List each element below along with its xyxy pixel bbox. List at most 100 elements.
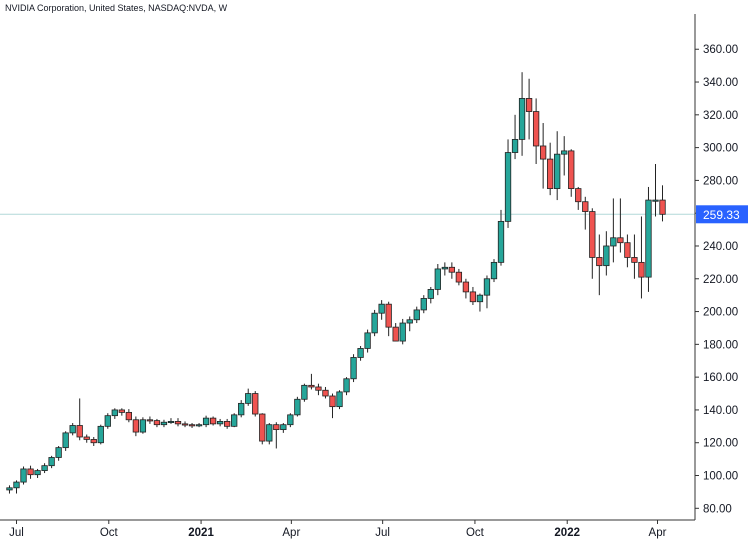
candle[interactable] bbox=[238, 400, 245, 418]
candle[interactable] bbox=[631, 234, 638, 279]
candle[interactable] bbox=[132, 416, 140, 437]
candle[interactable] bbox=[252, 391, 259, 417]
candle[interactable] bbox=[343, 377, 350, 396]
candle[interactable] bbox=[532, 98, 540, 165]
candle[interactable] bbox=[181, 421, 189, 428]
candle[interactable] bbox=[568, 149, 575, 197]
candle[interactable] bbox=[518, 72, 526, 156]
candle[interactable] bbox=[153, 418, 161, 428]
candle[interactable] bbox=[294, 396, 301, 417]
candle[interactable] bbox=[554, 131, 561, 201]
candle[interactable] bbox=[104, 413, 111, 429]
candle[interactable] bbox=[245, 388, 252, 406]
candle[interactable] bbox=[308, 373, 315, 390]
candle[interactable] bbox=[48, 455, 55, 469]
candle[interactable] bbox=[350, 354, 357, 383]
candle[interactable] bbox=[97, 424, 104, 445]
candle[interactable] bbox=[231, 413, 238, 428]
candle[interactable] bbox=[146, 416, 154, 424]
candle[interactable] bbox=[90, 436, 97, 446]
candle[interactable] bbox=[139, 417, 147, 434]
candle[interactable] bbox=[420, 295, 427, 314]
candle[interactable] bbox=[610, 198, 617, 263]
candle[interactable] bbox=[364, 329, 371, 353]
candle[interactable] bbox=[34, 468, 41, 478]
candle[interactable] bbox=[55, 445, 62, 461]
candle[interactable] bbox=[582, 196, 589, 230]
candle[interactable] bbox=[118, 408, 125, 416]
candle[interactable] bbox=[273, 422, 280, 449]
candle[interactable] bbox=[357, 345, 364, 361]
candle[interactable] bbox=[469, 286, 477, 306]
candle[interactable] bbox=[448, 262, 456, 279]
candle-body bbox=[448, 266, 456, 273]
candle[interactable] bbox=[301, 383, 308, 402]
candle[interactable] bbox=[188, 423, 196, 428]
candle[interactable] bbox=[525, 78, 533, 140]
candle[interactable] bbox=[224, 418, 231, 429]
candle[interactable] bbox=[483, 275, 491, 309]
candle[interactable] bbox=[462, 278, 470, 299]
candle[interactable] bbox=[497, 209, 505, 266]
y-tick-label: 240.00 bbox=[703, 241, 738, 253]
candle[interactable] bbox=[406, 316, 413, 332]
candle[interactable] bbox=[125, 409, 133, 423]
y-tick-label: 140.00 bbox=[703, 405, 738, 417]
y-tick-label: 340.00 bbox=[703, 77, 738, 89]
candle[interactable] bbox=[490, 259, 498, 283]
candle[interactable] bbox=[322, 386, 329, 399]
candle[interactable] bbox=[336, 390, 343, 410]
candle[interactable] bbox=[596, 234, 603, 296]
candle[interactable] bbox=[511, 114, 519, 160]
candle[interactable] bbox=[266, 423, 273, 445]
candle[interactable] bbox=[216, 418, 224, 427]
candle[interactable] bbox=[659, 185, 666, 222]
candle[interactable] bbox=[547, 142, 554, 196]
candle[interactable] bbox=[455, 268, 463, 286]
candle[interactable] bbox=[329, 393, 336, 419]
candle[interactable] bbox=[41, 463, 48, 474]
candle[interactable] bbox=[315, 383, 322, 396]
candle[interactable] bbox=[589, 208, 596, 279]
candle[interactable] bbox=[195, 423, 203, 428]
candle[interactable] bbox=[603, 231, 610, 276]
candle[interactable] bbox=[378, 300, 385, 320]
candle[interactable] bbox=[385, 301, 392, 337]
candle[interactable] bbox=[280, 423, 287, 433]
candle[interactable] bbox=[617, 198, 624, 253]
candle[interactable] bbox=[111, 408, 118, 419]
candle[interactable] bbox=[399, 318, 406, 345]
candle[interactable] bbox=[13, 480, 20, 494]
candle[interactable] bbox=[392, 323, 399, 342]
candle[interactable] bbox=[174, 418, 182, 427]
candle[interactable] bbox=[62, 431, 69, 451]
candle[interactable] bbox=[434, 264, 441, 296]
candle[interactable] bbox=[504, 139, 512, 228]
candle[interactable] bbox=[575, 186, 582, 210]
candle[interactable] bbox=[167, 418, 175, 424]
candle[interactable] bbox=[209, 416, 217, 426]
candle[interactable] bbox=[652, 164, 659, 217]
candle[interactable] bbox=[441, 262, 448, 276]
candle[interactable] bbox=[539, 123, 547, 189]
candle[interactable] bbox=[160, 419, 168, 428]
candle[interactable] bbox=[561, 136, 568, 176]
candle[interactable] bbox=[476, 293, 484, 312]
candle[interactable] bbox=[20, 466, 27, 485]
candle[interactable] bbox=[371, 309, 378, 337]
candle[interactable] bbox=[645, 186, 652, 292]
candle[interactable] bbox=[259, 413, 266, 445]
candle[interactable] bbox=[6, 485, 13, 494]
candle[interactable] bbox=[69, 423, 76, 436]
candle[interactable] bbox=[624, 234, 631, 268]
candle[interactable] bbox=[638, 216, 645, 299]
candle[interactable] bbox=[202, 415, 210, 428]
candle[interactable] bbox=[427, 286, 434, 304]
candle[interactable] bbox=[83, 434, 90, 443]
candle[interactable] bbox=[27, 465, 34, 479]
candle[interactable] bbox=[287, 413, 294, 428]
candle[interactable] bbox=[76, 398, 83, 441]
candle[interactable] bbox=[413, 306, 420, 324]
candle-body bbox=[603, 245, 610, 267]
